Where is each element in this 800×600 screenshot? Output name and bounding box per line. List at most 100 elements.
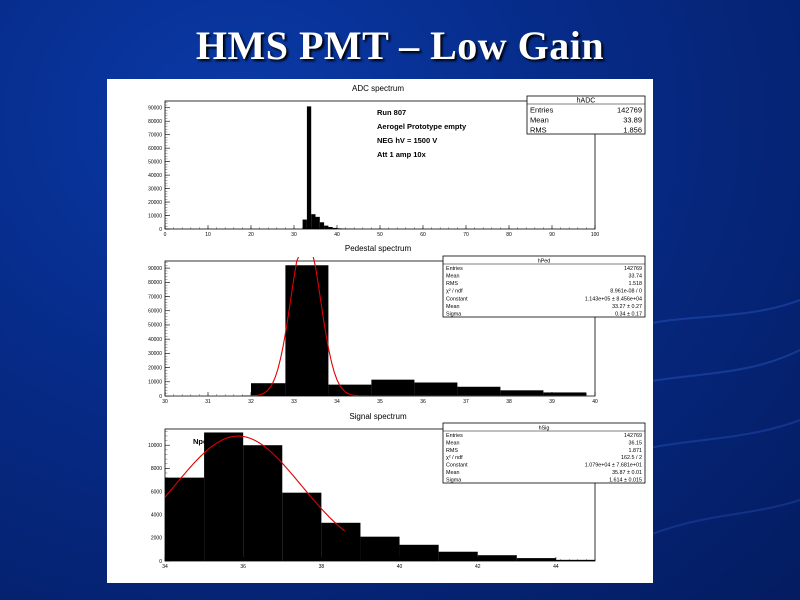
x-tick-label-0-9: 90 (549, 232, 555, 238)
histogram-bar-2-1 (204, 432, 244, 561)
annotation-2-0: Npe (193, 437, 207, 446)
annotation-0-1: Aerogel Prototype empty (377, 122, 467, 131)
histogram-bar-2-6 (399, 544, 439, 561)
y-tick-label-1-2: 20000 (148, 365, 162, 371)
y-tick-label-2-5: 10000 (148, 443, 162, 449)
stats-label-1-6: Sigma (446, 311, 461, 317)
x-tick-label-2-1: 36 (240, 564, 246, 570)
y-tick-label-0-3: 30000 (148, 186, 162, 192)
y-tick-label-0-2: 20000 (148, 200, 162, 206)
y-tick-label-0-6: 60000 (148, 146, 162, 152)
histogram-bar-0-0 (302, 219, 307, 229)
stats-label-2-3: χ² / ndf (446, 455, 463, 461)
stats-box-0 (526, 95, 646, 135)
annotation-0-0: Run 807 (377, 108, 406, 117)
stats-label-2-6: Sigma (446, 477, 461, 483)
stats-label-1-0: Entries (446, 266, 463, 272)
stats-value-2-1: 36.15 (629, 440, 643, 446)
stats-label-2-1: Mean (446, 440, 460, 446)
x-tick-label-1-6: 36 (420, 399, 426, 405)
histogram-bar-0-2 (311, 214, 316, 229)
y-tick-label-1-8: 80000 (148, 280, 162, 286)
stats-box-1 (442, 255, 646, 318)
histogram-bar-0-8 (337, 228, 342, 229)
histogram-bar-0-6 (328, 226, 333, 229)
y-tick-label-0-9: 90000 (148, 106, 162, 112)
histogram-bar-0-3 (315, 216, 320, 229)
histogram-bar-1-4 (414, 382, 458, 396)
stats-label-2-4: Constant (446, 463, 468, 469)
histogram-bar-2-4 (321, 522, 361, 561)
histogram-bar-1-3 (371, 379, 415, 396)
x-tick-label-1-1: 31 (205, 399, 211, 405)
x-tick-label-1-0: 30 (162, 399, 168, 405)
x-tick-label-2-3: 40 (397, 564, 403, 570)
fit-curve-2 (165, 435, 346, 532)
x-tick-label-1-7: 37 (463, 399, 469, 405)
y-tick-label-2-2: 4000 (151, 512, 162, 518)
histogram-bar-1-2 (328, 384, 372, 396)
stats-value-1-4: 1.143e+05 ± 8.456e+04 (585, 296, 642, 302)
stats-value-1-0: 142769 (624, 266, 642, 272)
stats-title-0: hADC (577, 98, 596, 105)
x-tick-label-0-7: 70 (463, 232, 469, 238)
histogram-bar-0-1 (306, 106, 312, 229)
stats-label-1-4: Constant (446, 296, 468, 302)
chart-title-1: Pedestal spectrum (345, 244, 412, 253)
histogram-panel: ADC spectrum 0 10 20 30 40 50 60 70 80 90 100 0 10000… (107, 79, 653, 583)
histogram-bar-2-9 (516, 558, 556, 561)
histogram-bar-2-7 (438, 551, 478, 561)
histogram-bar-0-4 (319, 222, 325, 229)
stats-label-0-0: Entries (530, 105, 554, 114)
y-tick-label-0-4: 40000 (148, 173, 162, 179)
x-tick-label-1-9: 39 (549, 399, 555, 405)
histogram-bar-1-5 (457, 386, 501, 396)
stats-value-2-0: 142769 (624, 433, 642, 439)
y-tick-label-1-4: 40000 (148, 337, 162, 343)
y-tick-label-0-5: 50000 (148, 159, 162, 165)
stats-label-1-2: RMS (446, 281, 458, 287)
histogram-bar-2-3 (282, 492, 322, 561)
stats-label-1-5: Mean (446, 304, 460, 310)
slide-title: HMS PMT – Low Gain (195, 23, 605, 68)
stats-value-1-3: 8.961e-08 / 0 (610, 289, 642, 295)
histogram-bar-0-7 (332, 227, 337, 229)
x-tick-label-2-0: 34 (162, 564, 168, 570)
histogram-bar-1-1 (285, 265, 329, 396)
x-tick-label-0-8: 80 (506, 232, 512, 238)
x-tick-label-2-2: 38 (319, 564, 325, 570)
y-tick-label-1-6: 60000 (148, 309, 162, 315)
stats-value-1-6: 0.34 ± 0.17 (615, 311, 642, 317)
stats-value-0-1: 33.89 (623, 115, 642, 124)
annotation-0-2: NEG hV = 1500 V (377, 136, 437, 145)
x-tick-label-0-6: 60 (420, 232, 426, 238)
y-tick-label-2-1: 2000 (151, 536, 162, 542)
y-tick-label-1-9: 90000 (148, 266, 162, 272)
x-tick-label-0-0: 0 (164, 232, 167, 238)
chart-title-2: Signal spectrum (349, 412, 407, 421)
x-tick-label-0-4: 40 (334, 232, 340, 238)
x-tick-label-1-3: 33 (291, 399, 297, 405)
x-tick-label-0-3: 30 (291, 232, 297, 238)
stats-value-0-0: 142769 (617, 105, 642, 114)
histogram-bar-2-0 (165, 477, 205, 561)
x-tick-label-1-8: 38 (506, 399, 512, 405)
x-tick-label-0-1: 10 (205, 232, 211, 238)
y-tick-label-1-1: 10000 (148, 380, 162, 386)
stats-title-1: hPed (538, 259, 551, 265)
stats-title-2: hSig (539, 426, 550, 432)
stats-value-2-6: 1.614 ± 0.015 (609, 477, 642, 483)
y-tick-label-2-3: 6000 (151, 489, 162, 495)
histogram-bar-2-5 (360, 536, 400, 561)
y-tick-label-0-0: 0 (159, 227, 162, 233)
histogram-bar-2-8 (477, 555, 517, 561)
x-tick-label-0-2: 20 (248, 232, 254, 238)
chart-title-0: ADC spectrum (352, 84, 404, 93)
stats-label-0-2: RMS (530, 125, 547, 134)
stats-label-1-3: χ² / ndf (446, 289, 463, 295)
stats-box-2 (442, 422, 646, 484)
stats-value-2-5: 35.87 ± 0.01 (612, 470, 642, 476)
stats-label-1-1: Mean (446, 274, 460, 280)
annotation-0-3: Att 1 amp 10x (377, 150, 427, 159)
x-tick-label-1-4: 34 (334, 399, 340, 405)
